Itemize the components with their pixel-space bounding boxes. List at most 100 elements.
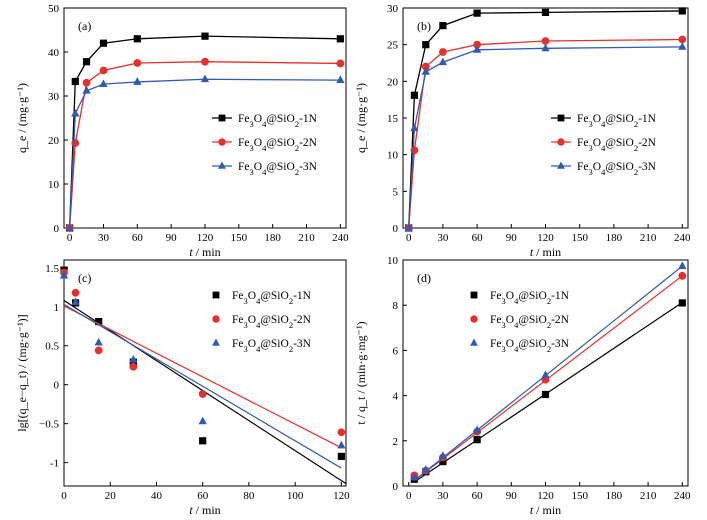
data-point bbox=[99, 79, 108, 88]
y-axis-label: lg[(q_e−q_t) / (mg·g⁻¹)] bbox=[15, 314, 29, 431]
data-point bbox=[71, 108, 80, 117]
y-tick-label: 1.5 bbox=[45, 263, 59, 275]
legend-marker bbox=[470, 338, 478, 346]
y-tick-label: 20 bbox=[387, 76, 399, 88]
x-tick-label: 150 bbox=[571, 490, 588, 502]
y-tick-label: 5 bbox=[393, 186, 399, 198]
x-tick-label: 180 bbox=[606, 232, 623, 244]
data-point bbox=[71, 77, 79, 86]
data-point bbox=[438, 451, 448, 459]
series-2: Fe3O4@SiO2-2N bbox=[404, 35, 687, 232]
data-point bbox=[201, 57, 209, 66]
y-tick-label: 8 bbox=[393, 300, 399, 312]
y-tick-label: 30 bbox=[48, 91, 60, 103]
panel-tag: (b) bbox=[417, 19, 431, 33]
legend-marker bbox=[470, 315, 478, 323]
legend-label: Fe3O4@SiO2-1N bbox=[577, 113, 657, 129]
series-3: Fe3O4@SiO2-3N bbox=[404, 42, 687, 231]
x-tick-label: 210 bbox=[298, 232, 315, 244]
data-point bbox=[133, 59, 142, 67]
y-tick-label: -1 bbox=[50, 458, 59, 470]
x-tick-label: 60 bbox=[132, 232, 144, 244]
x-tick-label: 180 bbox=[606, 490, 623, 502]
y-tick-label: 1 bbox=[54, 302, 60, 314]
y-tick-label: 6 bbox=[393, 345, 399, 357]
data-point bbox=[472, 45, 482, 53]
legend-label: Fe3O4@SiO2-2N bbox=[238, 137, 318, 153]
series-1: Fe3O4@SiO2-1N bbox=[410, 290, 686, 483]
legend-label: Fe3O4@SiO2-2N bbox=[577, 137, 657, 153]
data-point bbox=[678, 271, 687, 280]
legend-label: Fe3O4@SiO2-3N bbox=[577, 161, 657, 177]
data-point bbox=[95, 317, 103, 326]
x-axis-label: t / min bbox=[189, 245, 220, 259]
series-2: Fe3O4@SiO2-2N bbox=[65, 57, 345, 232]
data-point bbox=[678, 35, 687, 44]
data-point bbox=[678, 299, 686, 307]
y-tick-label: 0 bbox=[393, 481, 399, 493]
legend-label: Fe3O4@SiO2-1N bbox=[238, 113, 318, 129]
legend-marker bbox=[212, 315, 220, 323]
x-tick-label: 100 bbox=[287, 490, 304, 502]
legend-marker bbox=[212, 291, 220, 299]
data-point bbox=[82, 78, 91, 87]
data-point bbox=[541, 390, 550, 399]
data-point bbox=[94, 337, 103, 346]
data-point bbox=[336, 75, 345, 84]
fit-line bbox=[63, 303, 342, 469]
data-point bbox=[99, 39, 108, 47]
legend-marker bbox=[218, 114, 226, 122]
x-tick-label: 210 bbox=[640, 232, 657, 244]
data-point bbox=[421, 67, 430, 75]
y-tick-label: 20 bbox=[48, 135, 60, 147]
y-axis-label: q_e / (mg·g⁻¹) bbox=[15, 83, 29, 153]
data-point bbox=[201, 32, 209, 40]
y-tick-label: 0 bbox=[54, 380, 60, 392]
data-point bbox=[421, 62, 430, 71]
y-tick-label: 10 bbox=[48, 179, 60, 191]
series-line bbox=[68, 78, 341, 229]
data-point bbox=[678, 261, 687, 269]
legend-marker bbox=[218, 138, 226, 146]
series-1: Fe3O4@SiO2-1N bbox=[405, 7, 686, 232]
data-point bbox=[438, 57, 448, 66]
data-point bbox=[541, 8, 550, 16]
x-axis-label: t / min bbox=[530, 245, 561, 259]
x-tick-label: 20 bbox=[105, 490, 117, 502]
data-point bbox=[541, 43, 550, 52]
data-point bbox=[541, 370, 550, 379]
data-point bbox=[198, 390, 207, 398]
legend-label: Fe3O4@SiO2-3N bbox=[238, 161, 318, 177]
panel-tag: (c) bbox=[78, 271, 91, 285]
data-point bbox=[336, 35, 344, 43]
y-tick-label: 50 bbox=[48, 3, 60, 15]
data-point bbox=[198, 416, 207, 425]
y-tick-label: 40 bbox=[48, 47, 60, 59]
x-tick-label: 90 bbox=[166, 232, 178, 244]
data-point bbox=[59, 270, 69, 279]
x-tick-label: 60 bbox=[472, 232, 484, 244]
data-point bbox=[678, 7, 686, 15]
x-tick-label: 0 bbox=[406, 232, 412, 244]
series-1: Fe3O4@SiO2-1N bbox=[60, 266, 347, 485]
y-tick-label: 25 bbox=[387, 40, 399, 52]
chart-panel-1: 0 30 60 90 120 150 180 210 240 0 10 20 30 40 50 t / min… bbox=[15, 3, 349, 259]
data-point bbox=[65, 223, 74, 231]
x-axis-label: t / min bbox=[189, 503, 220, 517]
data-point bbox=[421, 465, 430, 473]
x-tick-label: 180 bbox=[264, 232, 281, 244]
y-tick-label: 0 bbox=[54, 223, 60, 235]
panel-tag: (d) bbox=[417, 271, 431, 285]
y-tick-label: 30 bbox=[387, 3, 399, 15]
x-tick-label: 120 bbox=[197, 232, 214, 244]
y-axis-label: q_e / (mg·g⁻¹) bbox=[354, 83, 368, 153]
legend-marker bbox=[212, 338, 220, 346]
data-point bbox=[129, 362, 138, 371]
data-point bbox=[133, 35, 141, 43]
x-tick-label: 30 bbox=[437, 232, 449, 244]
series-3: Fe3O4@SiO2-3N bbox=[65, 74, 345, 231]
chart-panel-2: 0 30 60 90 120 150 180 210 240 0 5 10 15 20 25 30 t / mi… bbox=[354, 3, 691, 259]
legend-label: Fe3O4@SiO2-1N bbox=[232, 290, 312, 306]
x-tick-label: 240 bbox=[332, 232, 349, 244]
y-tick-label: 0.5 bbox=[45, 341, 59, 353]
